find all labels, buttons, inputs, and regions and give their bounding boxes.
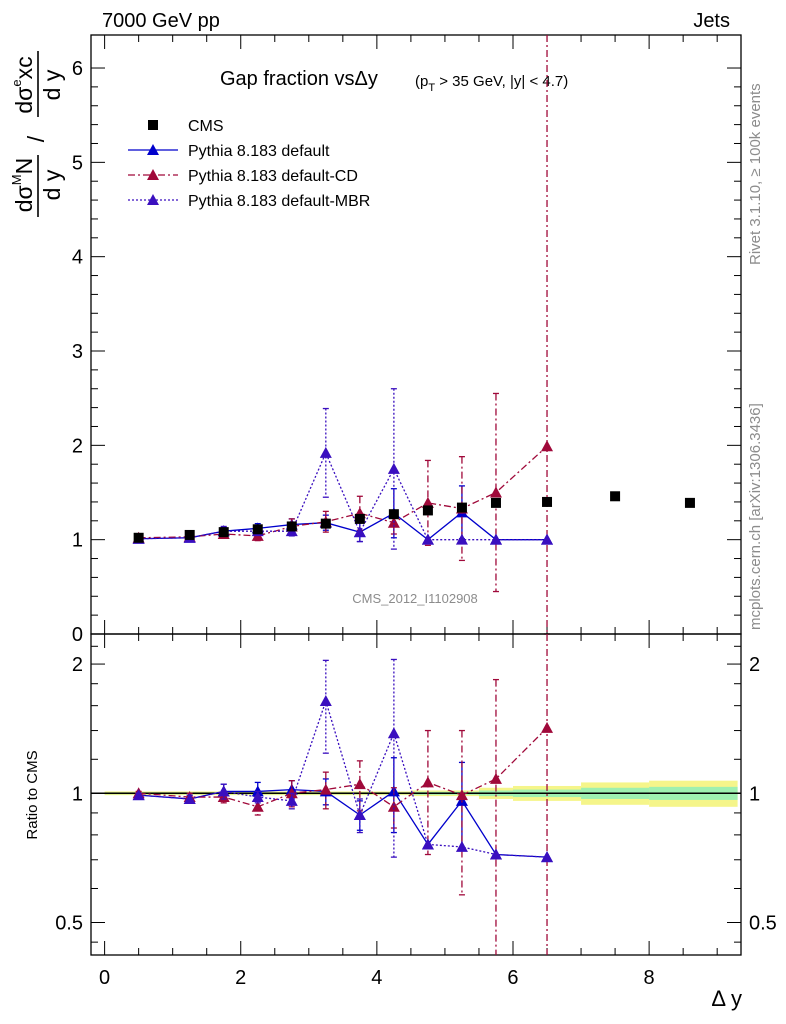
analysis-id: CMS_2012_I1102908 — [352, 591, 478, 606]
legend-label: Pythia 8.183 default-MBR — [188, 193, 370, 210]
cms-point — [286, 521, 297, 532]
ratio-ytick-label: 1 — [72, 783, 83, 805]
y-den-2: d y — [39, 69, 65, 100]
main-series-line — [138, 451, 548, 541]
main-ytick-label: 0 — [72, 624, 83, 646]
ratio-point — [387, 800, 400, 812]
cms-point — [490, 497, 501, 508]
ratio-point — [319, 695, 332, 707]
legend-marker-cms — [148, 120, 158, 130]
plot-title: Gap fraction vsΔy — [220, 68, 378, 90]
main-panel: 0 1 2 3 4 5 6 — [72, 34, 742, 646]
xtick-label: 8 — [644, 967, 655, 989]
main-ytick-label: 3 — [72, 341, 83, 363]
xtick-label: 4 — [371, 967, 382, 989]
cms-point — [252, 524, 263, 535]
main-point — [541, 440, 554, 452]
ratio-point — [455, 789, 468, 801]
main-point — [421, 496, 434, 508]
legend-label: Pythia 8.183 default-CD — [188, 168, 358, 185]
ratio-series-line — [138, 727, 548, 808]
main-ytick-label: 6 — [72, 58, 83, 80]
legend-label: Pythia 8.183 default — [188, 143, 330, 160]
ratio-point — [541, 851, 554, 863]
ratio-y-axis-title: Ratio to CMS — [24, 750, 41, 839]
legend: CMS Pythia 8.183 default Pythia 8.183 defa… — [128, 118, 370, 210]
ratio-point — [132, 789, 145, 801]
main-point — [353, 526, 366, 538]
main-point — [541, 533, 554, 545]
main-point — [455, 533, 468, 545]
main-point — [489, 486, 502, 498]
header-right: Jets — [693, 10, 730, 32]
main-point — [421, 533, 434, 545]
legend-marker — [147, 194, 159, 205]
main-point — [387, 462, 400, 474]
cms-point — [354, 513, 365, 524]
ratio-point — [421, 838, 434, 850]
y-num-2: dσexc — [9, 56, 37, 113]
ratio-ytick-label-right: 2 — [749, 654, 760, 676]
y-num-1: dσMN — [9, 158, 37, 212]
ratio-series-line — [138, 788, 548, 858]
ratio-point — [251, 800, 264, 812]
main-ytick-label: 4 — [72, 247, 83, 269]
xtick-label: 0 — [99, 967, 110, 989]
cms-point — [388, 509, 399, 520]
ratio-point — [489, 772, 502, 784]
ratio-point — [489, 848, 502, 860]
main-point — [489, 533, 502, 545]
main-series-line — [138, 445, 548, 539]
ratio-point — [217, 785, 230, 797]
main-ytick-label: 5 — [72, 152, 83, 174]
mcplots-label: mcplots.cern.ch [arXiv:1306.3436] — [747, 403, 764, 630]
xtick-label: 6 — [507, 967, 518, 989]
cms-point — [133, 532, 144, 543]
cms-point — [218, 527, 229, 538]
ratio-point — [319, 783, 332, 795]
ratio-point — [455, 794, 468, 806]
y-slash: / — [23, 135, 49, 142]
ratio-ytick-label: 2 — [72, 654, 83, 676]
main-y-axis-title-rot: dσMN d y / dσexc d y — [9, 51, 65, 217]
ratio-series-line — [138, 698, 548, 858]
cms-point — [456, 502, 467, 513]
ratio-point — [285, 794, 298, 806]
cms-point — [542, 496, 553, 507]
cms-point — [422, 505, 433, 516]
cms-point — [320, 518, 331, 529]
ratio-point — [541, 721, 554, 733]
ratio-ytick-label-right: 0.5 — [749, 912, 777, 934]
legend-label: CMS — [188, 118, 224, 135]
legend-marker — [147, 144, 159, 155]
ratio-point — [353, 809, 366, 821]
x-axis-title: Δ y — [711, 986, 742, 1011]
ratio-point — [251, 791, 264, 803]
ratio-frame — [90, 633, 742, 956]
ratio-point — [421, 776, 434, 788]
rivet-label: Rivet 3.1.10, ≥ 100k events — [747, 83, 764, 265]
ratio-point — [183, 792, 196, 804]
ratio-point — [455, 840, 468, 852]
cms-point — [684, 497, 695, 508]
legend-marker — [147, 169, 159, 180]
ratio-ytick-label-right: 1 — [749, 783, 760, 805]
header-left: 7000 GeV pp — [102, 10, 220, 32]
main-point — [319, 446, 332, 458]
ratio-point — [353, 778, 366, 790]
y-den-1: d y — [39, 169, 65, 200]
main-ytick-label: 2 — [72, 435, 83, 457]
cms-point — [184, 529, 195, 540]
ratio-point — [387, 727, 400, 739]
main-ytick-label: 1 — [72, 530, 83, 552]
xtick-label: 2 — [235, 967, 246, 989]
cms-point — [610, 491, 621, 502]
ratio-ytick-label: 0.5 — [55, 912, 83, 934]
ratio-panel: 0.5 0.5 1 1 2 2 0 2 4 6 8 — [55, 633, 777, 989]
plot-title-cuts: (pT > 35 GeV, |y| < 4.7) — [415, 73, 568, 94]
